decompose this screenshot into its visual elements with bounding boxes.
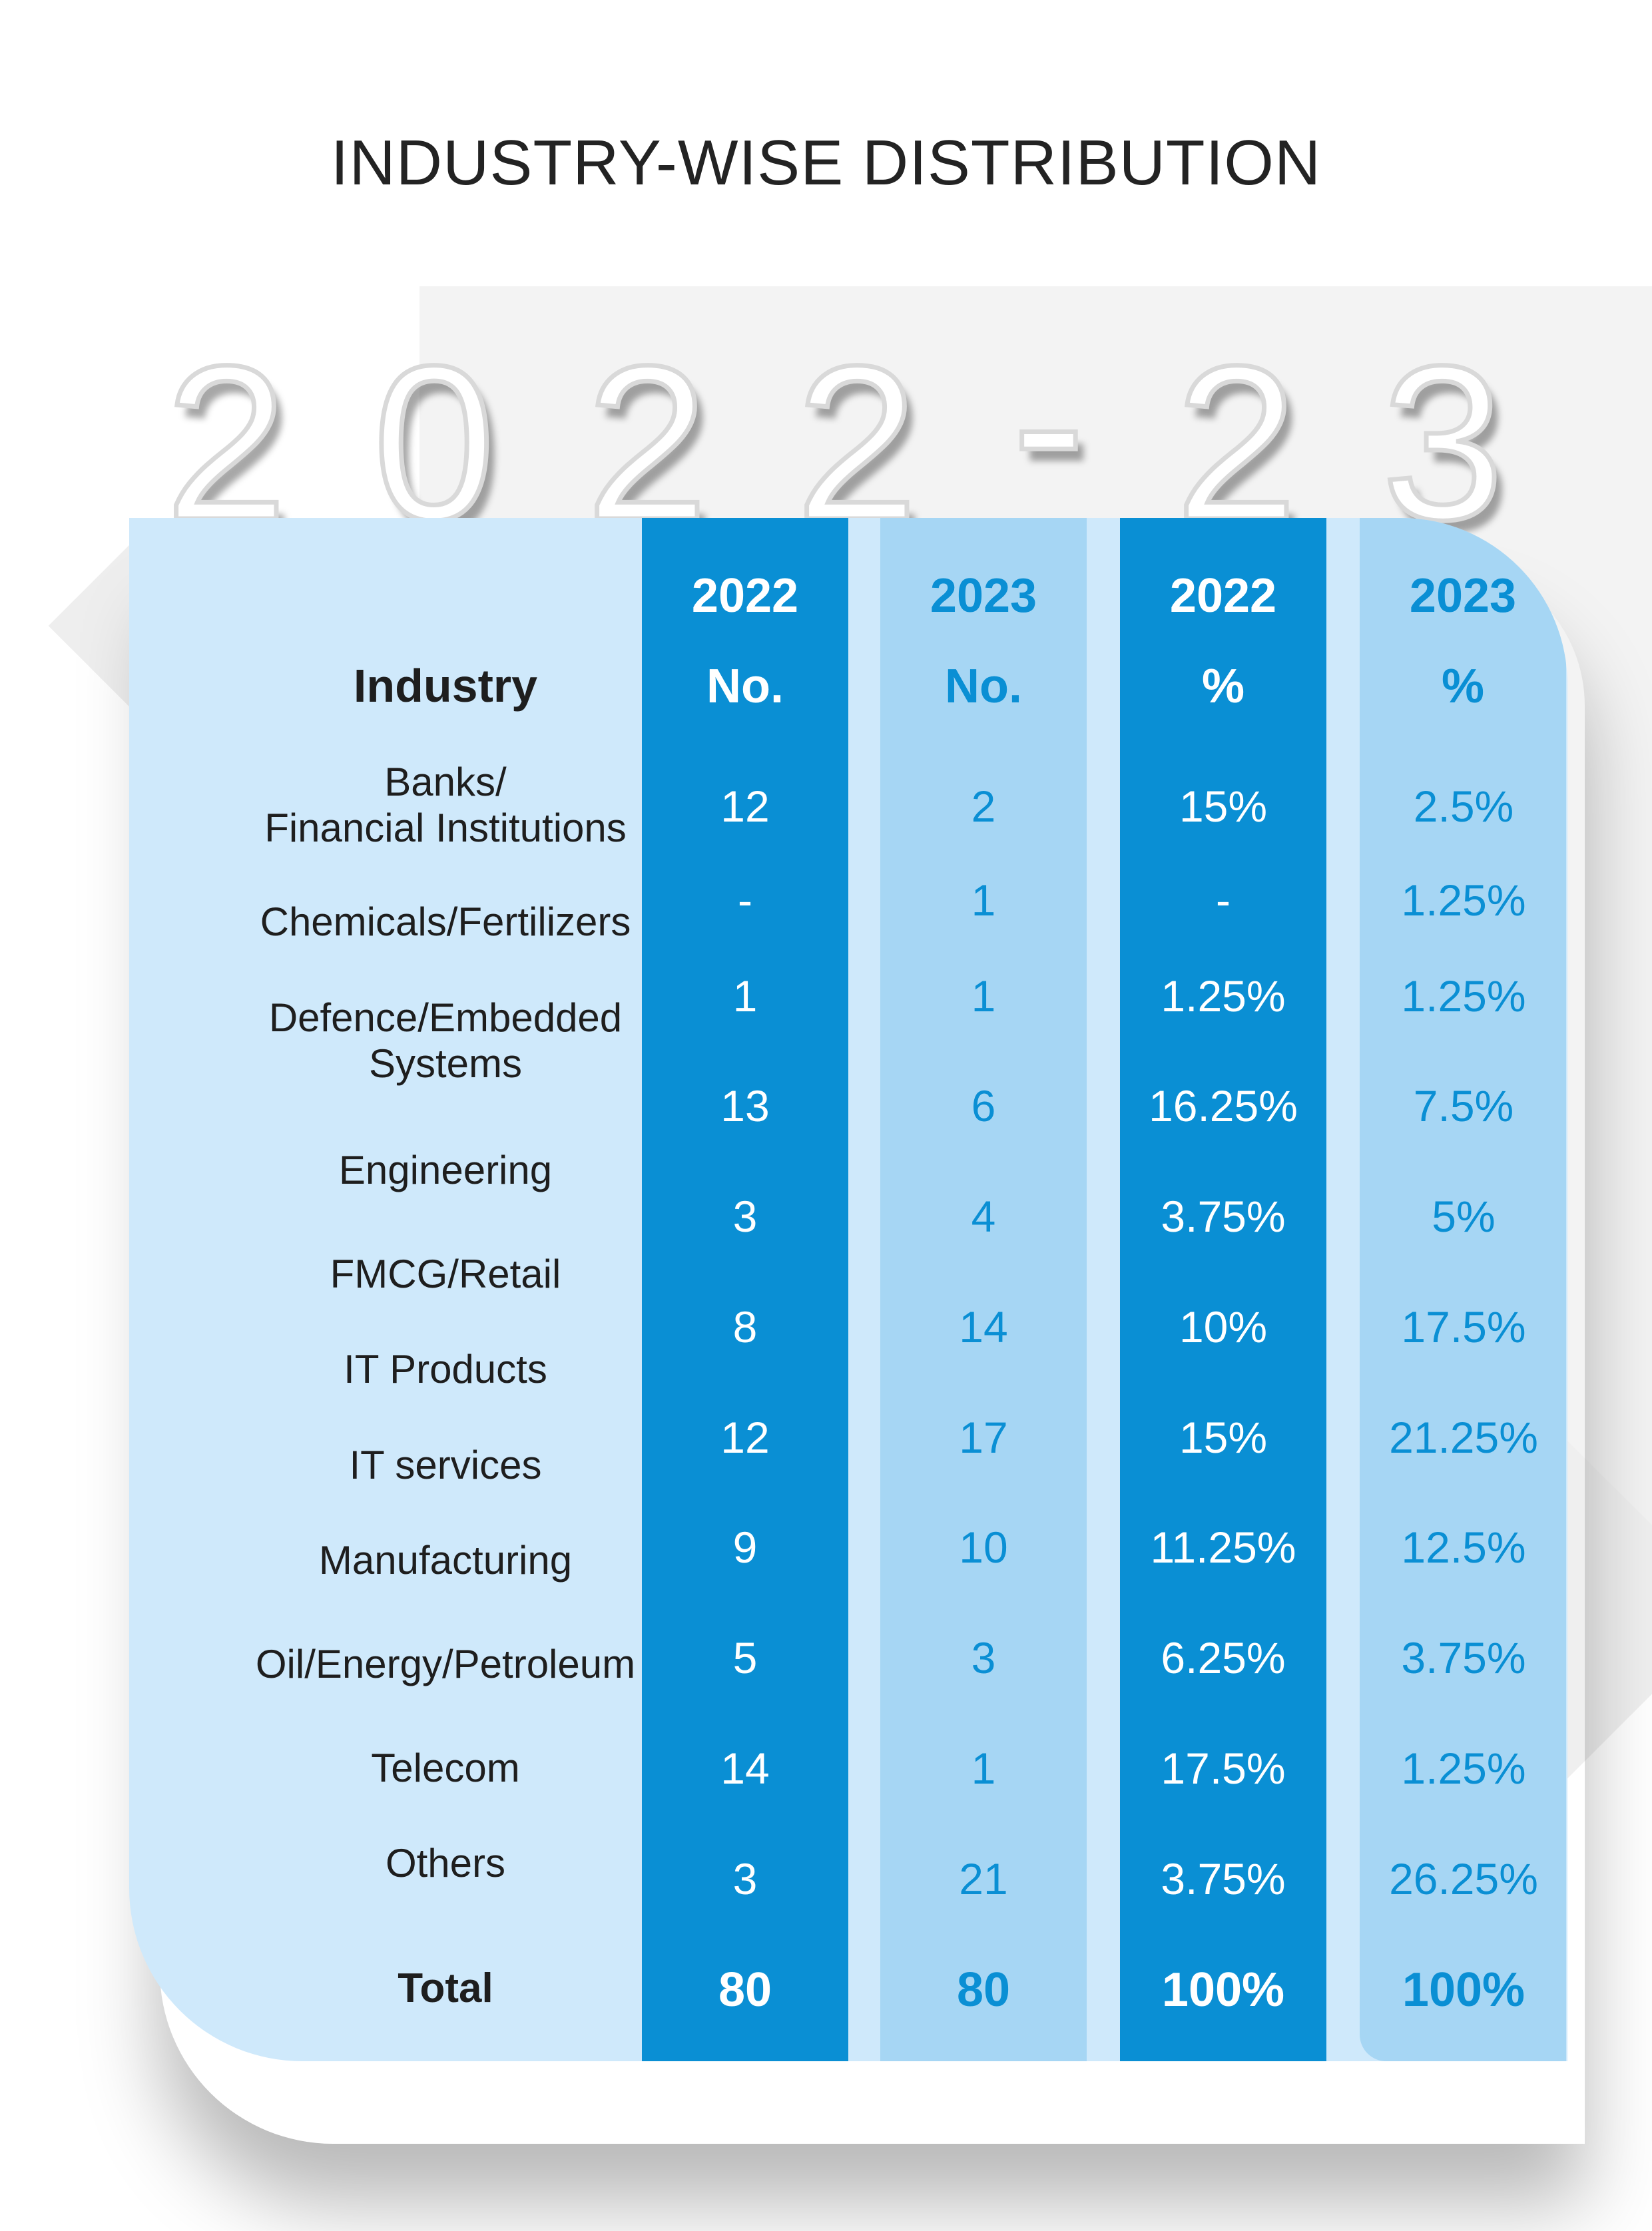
column-2023-no — [880, 518, 1087, 2061]
value-2023-pct-engineering: 7.5% — [1413, 1081, 1514, 1130]
value-2023-no-defence: 1 — [971, 971, 996, 1021]
value-2023-pct-telecom: 1.25% — [1401, 1744, 1526, 1793]
value-2022-no-telecom: 14 — [720, 1744, 770, 1793]
industry-label-engineering: Engineering — [338, 1148, 553, 1192]
industry-label-chemicals: Chemicals/Fertilizers — [260, 899, 631, 944]
value-2022-pct-chemicals: - — [1216, 875, 1231, 925]
industry-label-it-services: IT services — [349, 1443, 542, 1487]
value-2023-no-banks: 2 — [971, 782, 996, 831]
value-2022-pct-banks: 15% — [1179, 782, 1268, 831]
total-2023-no: 80 — [956, 1963, 1011, 2017]
distribution-table: Industry 2022 No. 2023 No. 2022 % 2023 %… — [129, 518, 1567, 2061]
industry-label-defence-line1: Defence/Embedded — [268, 995, 623, 1040]
header-2022-pct-year: 2022 — [1169, 569, 1277, 622]
industry-label-oil: Oil/Energy/Petroleum — [255, 1642, 636, 1686]
value-2023-no-it-services: 17 — [959, 1413, 1008, 1462]
header-2023-no-unit: No. — [945, 660, 1022, 713]
industry-label-defence-line2: Systems — [368, 1041, 523, 1086]
value-2022-no-banks: 12 — [720, 782, 770, 831]
column-2022-pct — [1120, 518, 1326, 2061]
column-2023-pct — [1360, 518, 1566, 2061]
value-2022-pct-it-products: 10% — [1179, 1302, 1268, 1352]
value-2023-pct-fmcg: 5% — [1432, 1192, 1496, 1241]
column-2022-no — [642, 518, 848, 2061]
value-2022-no-it-services: 12 — [720, 1413, 770, 1462]
industry-label-banks-line2: Financial Institutions — [264, 806, 627, 850]
industry-label-banks: Banks/ Financial Institutions — [182, 759, 708, 851]
header-2022-no-year: 2022 — [691, 569, 799, 622]
value-2022-no-oil: 5 — [732, 1633, 758, 1682]
value-2023-pct-banks: 2.5% — [1413, 782, 1514, 831]
header-2022-pct-unit: % — [1201, 660, 1245, 713]
value-2023-no-chemicals: 1 — [971, 875, 996, 925]
value-2022-no-chemicals: - — [738, 875, 752, 925]
header-2022-no-unit: No. — [706, 660, 784, 713]
value-2022-no-others: 3 — [732, 1854, 758, 1903]
value-2023-no-telecom: 1 — [971, 1744, 996, 1793]
value-2022-pct-fmcg: 3.75% — [1161, 1192, 1286, 1241]
total-2022-pct: 100% — [1161, 1963, 1285, 2017]
value-2022-pct-oil: 6.25% — [1161, 1633, 1286, 1682]
value-2023-no-fmcg: 4 — [971, 1192, 996, 1241]
total-2022-no: 80 — [718, 1963, 772, 2017]
industry-label-defence: Defence/Embedded Systems — [182, 995, 708, 1087]
header-2023-no-year: 2023 — [930, 569, 1037, 622]
value-2022-pct-engineering: 16.25% — [1149, 1081, 1298, 1130]
header-industry: Industry — [353, 660, 538, 712]
value-2022-no-fmcg: 3 — [732, 1192, 758, 1241]
value-2022-pct-defence: 1.25% — [1161, 971, 1286, 1021]
value-2023-no-others: 21 — [959, 1854, 1008, 1903]
value-2023-pct-manufacturing: 12.5% — [1401, 1523, 1526, 1572]
header-2023-pct-unit: % — [1441, 660, 1485, 713]
industry-label-telecom: Telecom — [371, 1746, 520, 1790]
value-2023-pct-it-services: 21.25% — [1389, 1413, 1538, 1462]
total-label: Total — [398, 1965, 493, 2011]
total-2023-pct: 100% — [1402, 1963, 1525, 2017]
value-2023-no-it-products: 14 — [959, 1302, 1008, 1352]
industry-label-manufacturing: Manufacturing — [318, 1538, 573, 1583]
value-2023-no-engineering: 6 — [971, 1081, 996, 1130]
value-2022-pct-telecom: 17.5% — [1161, 1744, 1286, 1793]
value-2022-no-defence: 1 — [732, 971, 758, 1021]
value-2022-no-manufacturing: 9 — [732, 1523, 758, 1572]
value-2023-pct-it-products: 17.5% — [1401, 1302, 1526, 1352]
value-2023-no-manufacturing: 10 — [959, 1523, 1008, 1572]
industry-label-fmcg: FMCG/Retail — [330, 1252, 561, 1296]
value-2022-no-engineering: 13 — [720, 1081, 770, 1130]
value-2023-pct-defence: 1.25% — [1401, 971, 1526, 1021]
industry-label-banks-line1: Banks/ — [384, 760, 507, 804]
value-2023-pct-others: 26.25% — [1389, 1854, 1538, 1903]
value-2022-pct-others: 3.75% — [1161, 1854, 1286, 1903]
industry-label-it-products: IT Products — [344, 1347, 547, 1391]
header-2023-pct-year: 2023 — [1409, 569, 1517, 622]
value-2023-pct-oil: 3.75% — [1401, 1633, 1526, 1682]
value-2023-no-oil: 3 — [971, 1633, 996, 1682]
industry-label-others: Others — [385, 1841, 506, 1885]
value-2023-pct-chemicals: 1.25% — [1401, 875, 1526, 925]
value-2022-pct-it-services: 15% — [1179, 1413, 1268, 1462]
value-2022-no-it-products: 8 — [732, 1302, 758, 1352]
page-title: INDUSTRY-WISE DISTRIBUTION — [330, 127, 1322, 198]
value-2022-pct-manufacturing: 11.25% — [1150, 1523, 1296, 1572]
